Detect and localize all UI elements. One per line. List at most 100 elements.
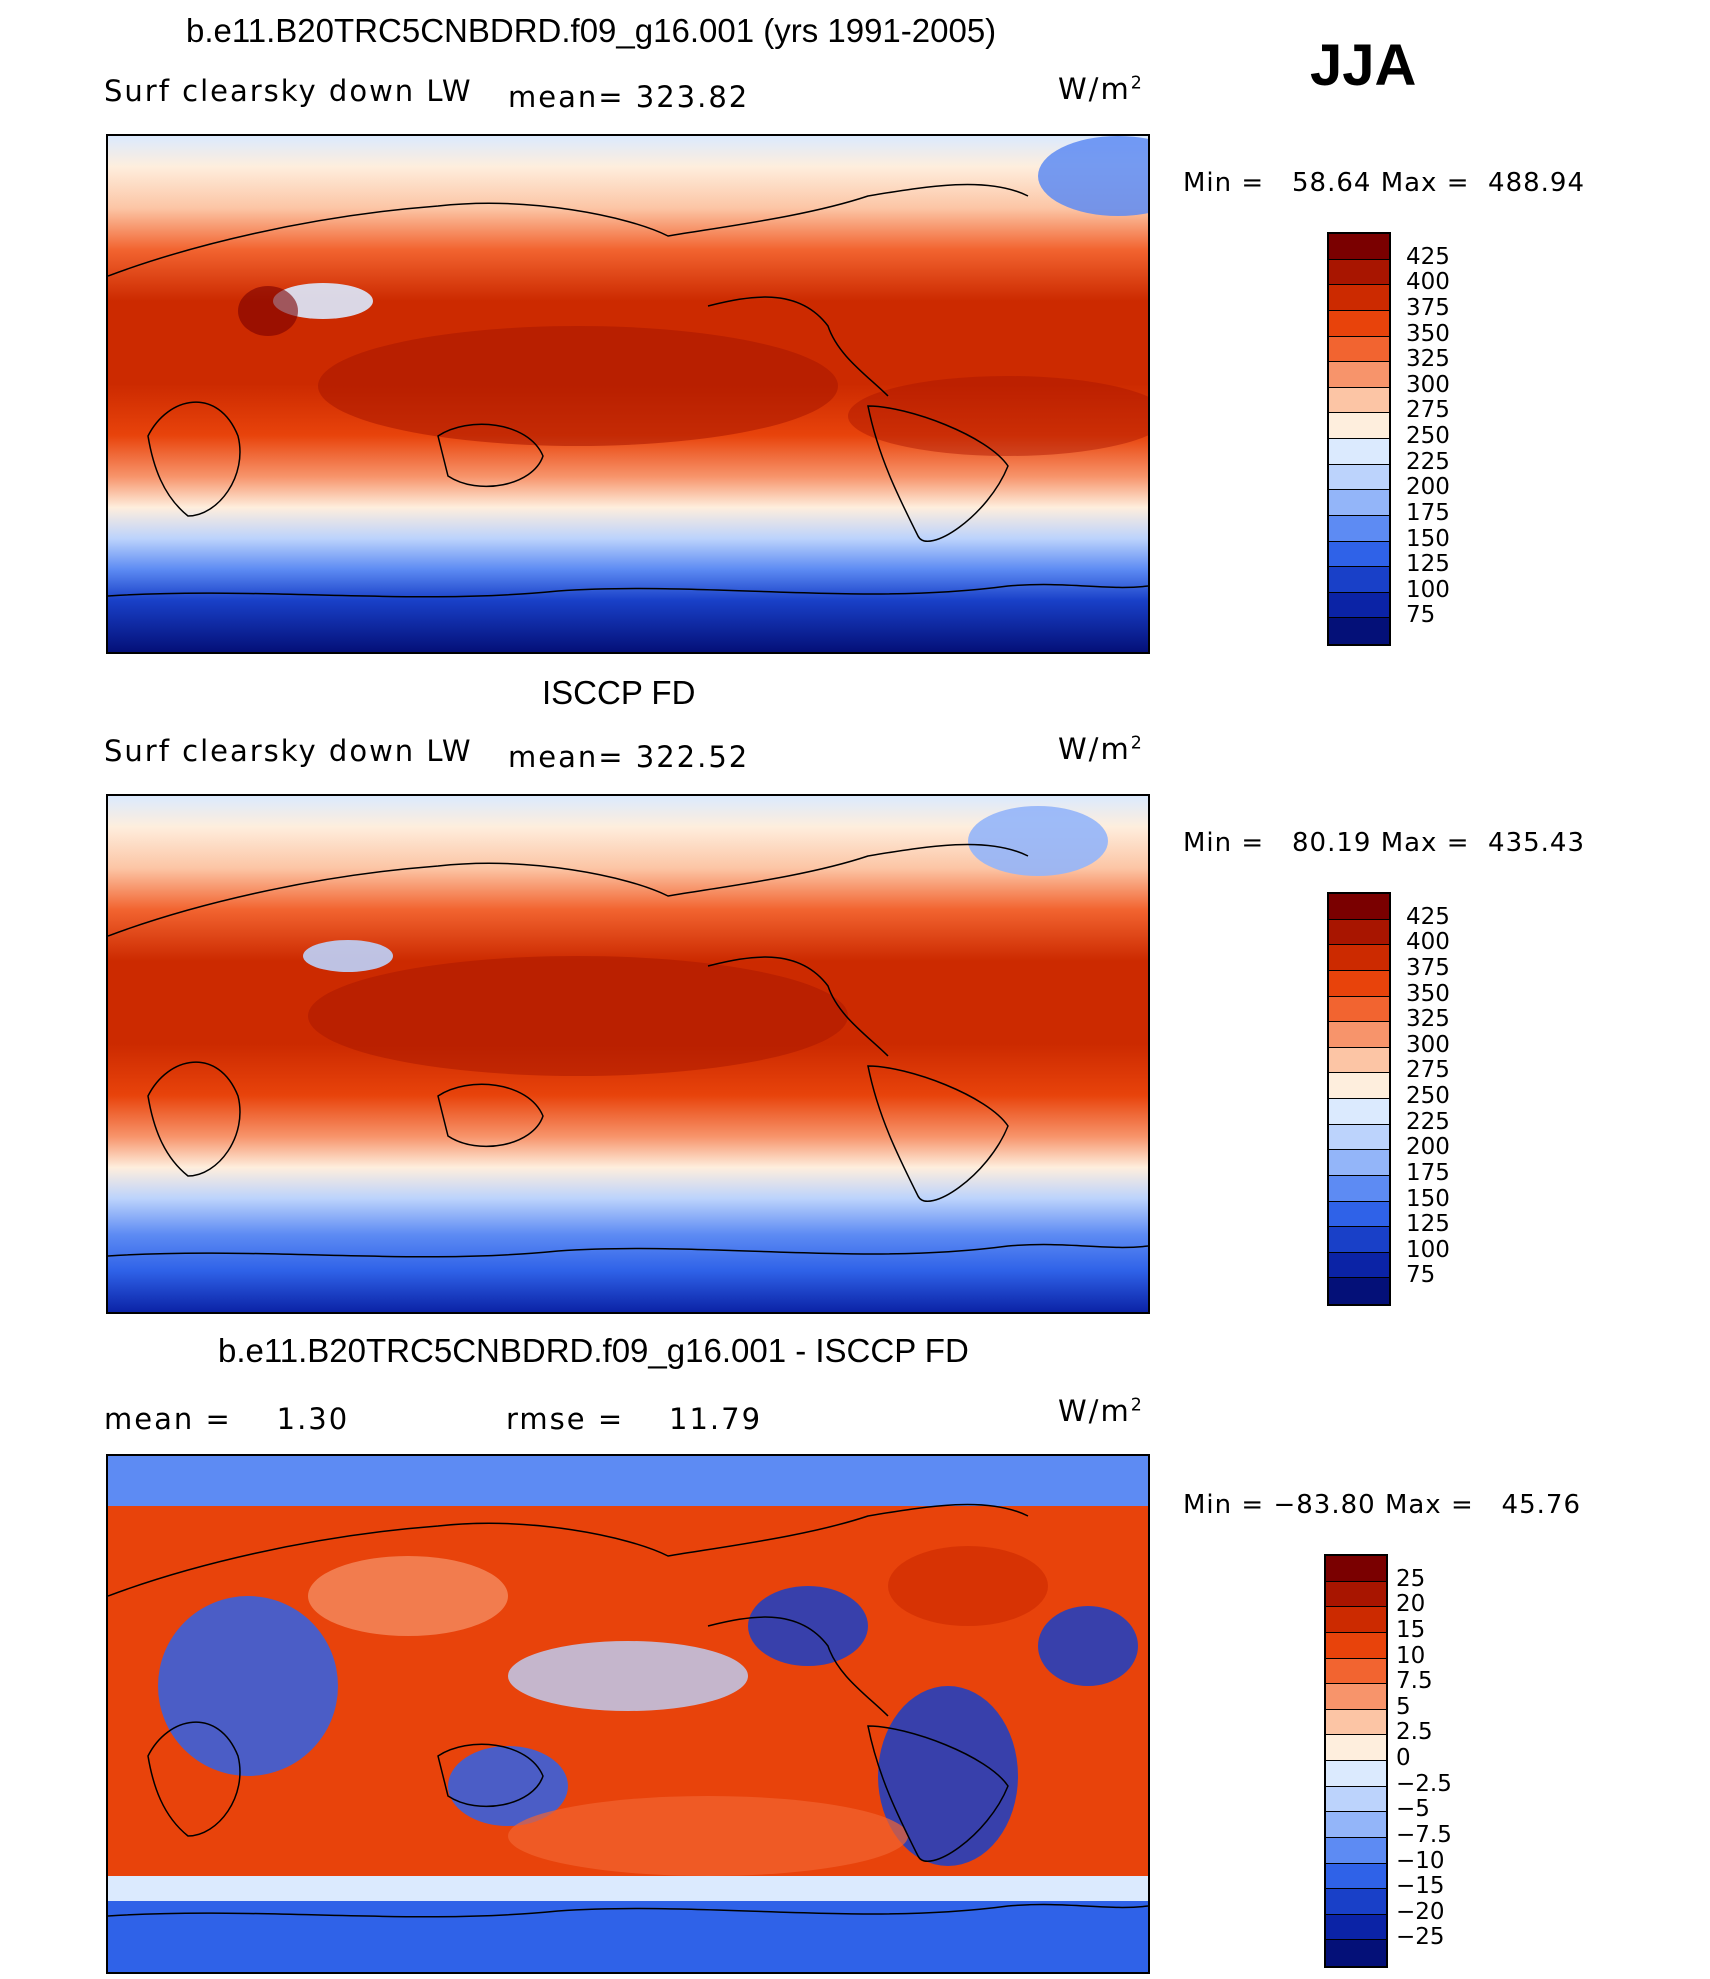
panel1-title: b.e11.B20TRC5CNBDRD.f09_g16.001 (yrs 199…	[186, 12, 997, 49]
colorbar-level-label: 225	[1406, 1108, 1450, 1135]
colorbar-swatch	[1329, 490, 1389, 516]
colorbar-swatch	[1329, 464, 1389, 491]
colorbar-level-label: 125	[1406, 1211, 1450, 1238]
colorbar-level-label: 200	[1406, 1134, 1450, 1161]
colorbar-swatch	[1329, 336, 1389, 363]
colorbar-level-label: 0	[1396, 1745, 1411, 1771]
colorbar-level-label: 125	[1406, 551, 1450, 578]
colorbar-level-label: 175	[1406, 1159, 1450, 1186]
panel2-map-observation	[106, 794, 1150, 1314]
colorbar-level-label: 275	[1406, 397, 1450, 424]
panel1-variable-label: Surf clearsky down LW	[104, 74, 473, 108]
colorbar-swatch	[1329, 618, 1389, 644]
panel2-minmax: Min = 80.19 Max = 435.43	[1183, 828, 1586, 858]
panel1-units: W/m2	[1058, 72, 1144, 106]
colorbar-level-label: 425	[1406, 243, 1450, 270]
colorbar-swatch	[1329, 439, 1389, 465]
colorbar-swatch	[1329, 1099, 1389, 1125]
colorbar-level-label: 2.5	[1396, 1719, 1433, 1746]
colorbar-level-label: 275	[1406, 1057, 1450, 1084]
colorbar-swatch	[1329, 234, 1389, 260]
colorbar-swatch	[1329, 567, 1389, 593]
colorbar-level-label: 75	[1406, 602, 1436, 629]
colorbar-swatch	[1329, 1022, 1389, 1048]
colorbar-swatch	[1326, 1863, 1386, 1890]
colorbar-swatch	[1329, 515, 1389, 542]
panel1-colorbar	[1327, 232, 1391, 646]
colorbar-level-label: 200	[1406, 474, 1450, 501]
colorbar-swatch	[1329, 1201, 1389, 1228]
colorbar-level-label: 150	[1406, 525, 1450, 552]
colorbar-swatch	[1326, 1632, 1386, 1659]
colorbar-swatch	[1326, 1581, 1386, 1608]
panel1-mean-label: mean= 323.82	[508, 80, 750, 114]
panel2-colorbar	[1327, 892, 1391, 1306]
panel1-minmax: Min = 58.64 Max = 488.94	[1183, 168, 1586, 198]
colorbar-level-label: 400	[1406, 269, 1450, 296]
colorbar-swatch	[1329, 1175, 1389, 1202]
colorbar-swatch	[1329, 996, 1389, 1023]
colorbar-level-label: −15	[1396, 1873, 1445, 1900]
colorbar-swatch	[1326, 1812, 1386, 1838]
colorbar-level-label: 5	[1396, 1693, 1411, 1720]
colorbar-level-label: 175	[1406, 499, 1450, 526]
colorbar-swatch	[1329, 592, 1389, 619]
colorbar-swatch	[1329, 945, 1389, 971]
colorbar-level-label: 375	[1406, 294, 1450, 321]
colorbar-level-label: 325	[1406, 346, 1450, 373]
colorbar-swatch	[1326, 1761, 1386, 1787]
colorbar-swatch	[1329, 259, 1389, 286]
panel3-rmse-label: rmse = 11.79	[506, 1402, 763, 1436]
colorbar-swatch	[1329, 1073, 1389, 1099]
panel3-map-difference	[106, 1454, 1150, 1974]
colorbar-level-label: 325	[1406, 1006, 1450, 1033]
panel2-variable-label: Surf clearsky down LW	[104, 734, 473, 768]
panel3-units: W/m2	[1058, 1394, 1144, 1428]
panel3-minmax: Min = −83.80 Max = 45.76	[1183, 1490, 1581, 1520]
colorbar-swatch	[1329, 285, 1389, 311]
colorbar-swatch	[1329, 413, 1389, 439]
colorbar-swatch	[1329, 541, 1389, 568]
colorbar-level-label: 100	[1406, 1236, 1450, 1263]
colorbar-level-label: 25	[1396, 1565, 1426, 1592]
colorbar-level-label: −7.5	[1396, 1821, 1452, 1848]
colorbar-swatch	[1326, 1837, 1386, 1864]
colorbar-swatch	[1329, 1227, 1389, 1253]
colorbar-level-label: −5	[1396, 1796, 1430, 1823]
colorbar-level-label: −2.5	[1396, 1770, 1452, 1797]
panel3-title: b.e11.B20TRC5CNBDRD.f09_g16.001 - ISCCP …	[218, 1332, 969, 1369]
colorbar-swatch	[1326, 1684, 1386, 1710]
colorbar-swatch	[1326, 1940, 1386, 1966]
colorbar-level-label: −20	[1396, 1898, 1445, 1925]
colorbar-swatch	[1329, 970, 1389, 997]
colorbar-swatch	[1326, 1889, 1386, 1915]
colorbar-level-label: 300	[1406, 1031, 1450, 1058]
panel2-mean-label: mean= 322.52	[508, 740, 750, 774]
colorbar-level-label: 100	[1406, 576, 1450, 603]
panel3-mean-label: mean = 1.30	[104, 1402, 350, 1436]
colorbar-level-label: 350	[1406, 320, 1450, 347]
panel2-units: W/m2	[1058, 732, 1144, 766]
season-label: JJA	[1310, 33, 1417, 98]
colorbar-swatch	[1326, 1658, 1386, 1685]
colorbar-swatch	[1329, 362, 1389, 388]
colorbar-level-label: 250	[1406, 1083, 1450, 1109]
colorbar-swatch	[1329, 1150, 1389, 1176]
colorbar-swatch	[1326, 1786, 1386, 1813]
panel1-map-model	[106, 134, 1150, 654]
colorbar-level-label: 7.5	[1396, 1668, 1433, 1695]
colorbar-swatch	[1329, 1278, 1389, 1304]
colorbar-swatch	[1326, 1914, 1386, 1941]
colorbar-level-label: 75	[1406, 1262, 1436, 1289]
colorbar-level-label: 350	[1406, 980, 1450, 1007]
colorbar-level-label: −10	[1396, 1847, 1445, 1874]
colorbar-swatch	[1329, 1124, 1389, 1151]
colorbar-level-label: 425	[1406, 903, 1450, 930]
colorbar-level-label: 225	[1406, 448, 1450, 475]
colorbar-swatch	[1326, 1709, 1386, 1736]
colorbar-level-label: 10	[1396, 1642, 1426, 1669]
panel2-title: ISCCP FD	[542, 674, 696, 711]
colorbar-level-label: 400	[1406, 929, 1450, 956]
colorbar-level-label: 375	[1406, 954, 1450, 981]
colorbar-level-label: 250	[1406, 423, 1450, 449]
